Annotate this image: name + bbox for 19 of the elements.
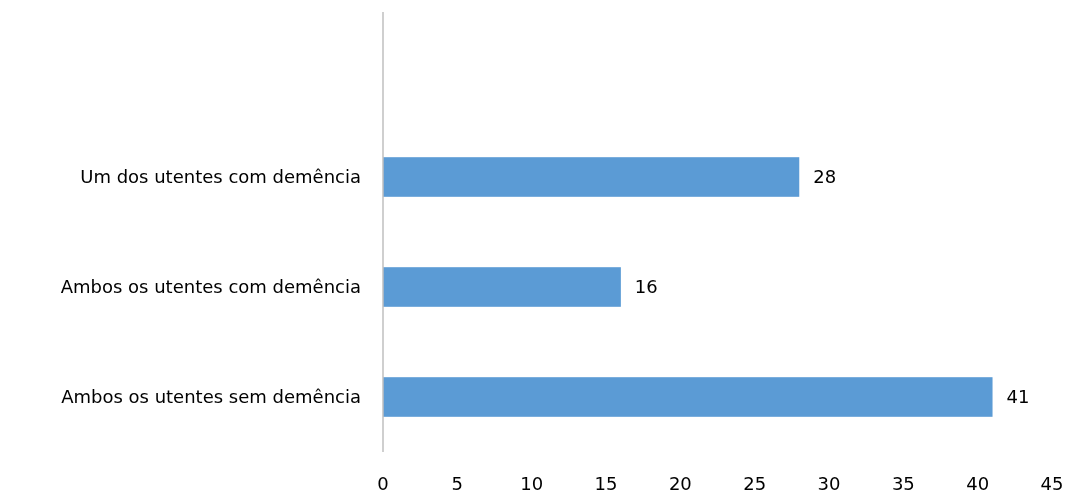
data-label: 41 [1006, 386, 1030, 408]
x-tick-label: 45 [1040, 473, 1064, 495]
bar [383, 267, 621, 307]
x-tick-label: 15 [594, 473, 618, 495]
bar [383, 157, 800, 197]
x-tick-label: 40 [966, 473, 990, 495]
y-tick-label: Ambos os utentes sem demência [61, 386, 361, 408]
x-tick-label: 35 [891, 473, 915, 495]
y-tick-label: Ambos os utentes com demência [60, 276, 361, 298]
x-tick-label: 0 [377, 473, 389, 495]
data-label: 16 [634, 276, 658, 298]
x-tick-label: 30 [817, 473, 841, 495]
bar [383, 377, 993, 417]
x-tick-label: 25 [743, 473, 767, 495]
y-tick-label: Um dos utentes com demência [80, 166, 361, 188]
x-tick-label: 5 [451, 473, 464, 495]
data-label: 28 [813, 166, 837, 188]
x-tick-label: 20 [668, 473, 692, 495]
x-tick-label: 10 [520, 473, 544, 495]
